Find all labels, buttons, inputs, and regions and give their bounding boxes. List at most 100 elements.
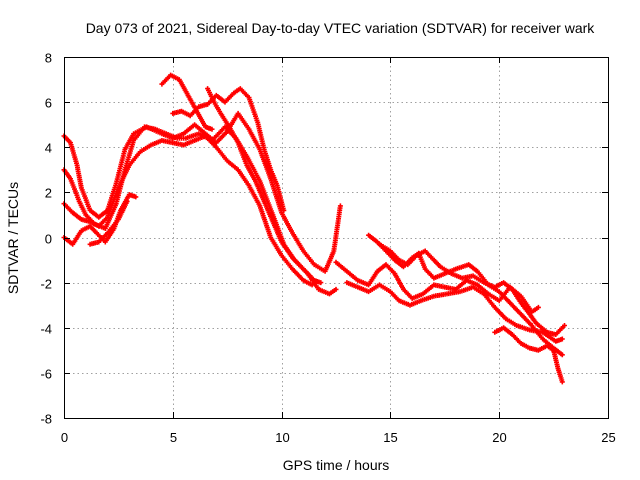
data-point	[508, 301, 512, 305]
data-point	[193, 123, 196, 126]
data-point	[367, 283, 370, 287]
data-point	[197, 132, 201, 135]
data-point	[95, 231, 98, 235]
y-tick-label: -2	[40, 277, 52, 292]
data-point	[115, 182, 118, 185]
data-point	[115, 202, 118, 205]
data-point	[149, 143, 153, 147]
data-point	[319, 281, 322, 284]
data-point	[367, 290, 370, 293]
data-point	[454, 267, 457, 271]
data-point	[310, 283, 314, 287]
data-point	[389, 290, 392, 293]
data-point	[443, 285, 446, 289]
y-axis-label: SDTVAR / TECUs	[5, 182, 21, 294]
x-tick-label: 5	[170, 430, 177, 445]
data-point	[139, 150, 142, 153]
data-point	[239, 87, 242, 90]
data-point	[186, 94, 190, 97]
data-point	[424, 267, 427, 271]
data-point	[528, 313, 531, 316]
series-satellite-pass-9	[333, 259, 541, 315]
data-point	[219, 112, 222, 115]
data-point	[84, 213, 88, 217]
data-point	[461, 276, 464, 280]
data-point	[247, 128, 251, 131]
series-satellite-pass-11	[366, 232, 565, 358]
data-point	[160, 139, 164, 142]
series-satellite-pass-8	[205, 86, 324, 286]
data-point	[328, 292, 331, 296]
data-point	[276, 184, 279, 187]
data-point	[432, 283, 436, 287]
data-point	[502, 326, 505, 329]
y-tick-label: 0	[45, 232, 52, 247]
data-point	[256, 121, 259, 124]
data-point	[317, 288, 320, 291]
data-point	[247, 96, 251, 99]
plus-markers	[61, 133, 315, 288]
chart-title: Day 073 of 2021, Sidereal Day-to-day VTE…	[86, 20, 596, 36]
data-point	[356, 285, 359, 289]
data-point	[378, 243, 381, 246]
data-point	[69, 141, 72, 144]
data-point	[411, 297, 414, 300]
data-point	[228, 125, 231, 129]
data-point	[71, 211, 74, 214]
data-point	[88, 209, 92, 212]
data-point	[498, 299, 501, 302]
data-point	[332, 249, 335, 253]
data-point	[206, 87, 209, 90]
data-point	[269, 236, 272, 239]
series-satellite-pass-1	[61, 110, 343, 274]
data-point	[80, 218, 83, 221]
data-point	[345, 270, 349, 273]
data-point	[128, 164, 131, 167]
data-point	[182, 132, 185, 135]
series-layer	[61, 72, 567, 385]
data-point	[515, 324, 518, 327]
data-point	[424, 249, 427, 253]
data-point	[215, 146, 218, 149]
plus-markers	[170, 86, 287, 213]
data-point	[313, 279, 316, 282]
data-point	[406, 263, 409, 266]
data-point	[519, 301, 523, 305]
data-point	[545, 331, 549, 334]
data-point	[78, 200, 81, 203]
data-point	[445, 292, 449, 296]
data-point	[367, 234, 370, 237]
data-point	[134, 195, 137, 199]
data-point	[258, 179, 261, 183]
data-point	[530, 324, 533, 327]
x-tick-label: 25	[601, 430, 615, 445]
data-point	[160, 82, 164, 86]
data-point	[339, 204, 342, 208]
data-point	[226, 159, 229, 162]
data-point	[313, 263, 316, 266]
x-tick-label: 0	[61, 430, 68, 445]
data-point	[384, 263, 388, 266]
series-track	[63, 135, 313, 286]
data-point	[554, 340, 557, 343]
data-point	[215, 141, 218, 144]
data-point	[376, 240, 379, 244]
data-point	[493, 285, 496, 289]
data-point	[182, 143, 185, 147]
data-point	[178, 78, 181, 81]
data-point	[245, 164, 248, 167]
data-point	[393, 258, 396, 262]
data-point	[345, 281, 349, 284]
data-point	[415, 254, 418, 257]
data-point	[397, 299, 401, 302]
data-point	[71, 243, 74, 246]
data-point	[334, 261, 338, 264]
data-point	[132, 132, 135, 135]
data-point	[334, 288, 338, 291]
y-tick-label: 6	[45, 96, 52, 111]
y-tick-label: -6	[40, 367, 52, 382]
data-point	[356, 279, 359, 282]
tick-layer: 0 5 10 15 20 25 -8 -6 -4 -2 0 2 4 6 8	[40, 51, 615, 446]
data-point	[302, 249, 305, 253]
